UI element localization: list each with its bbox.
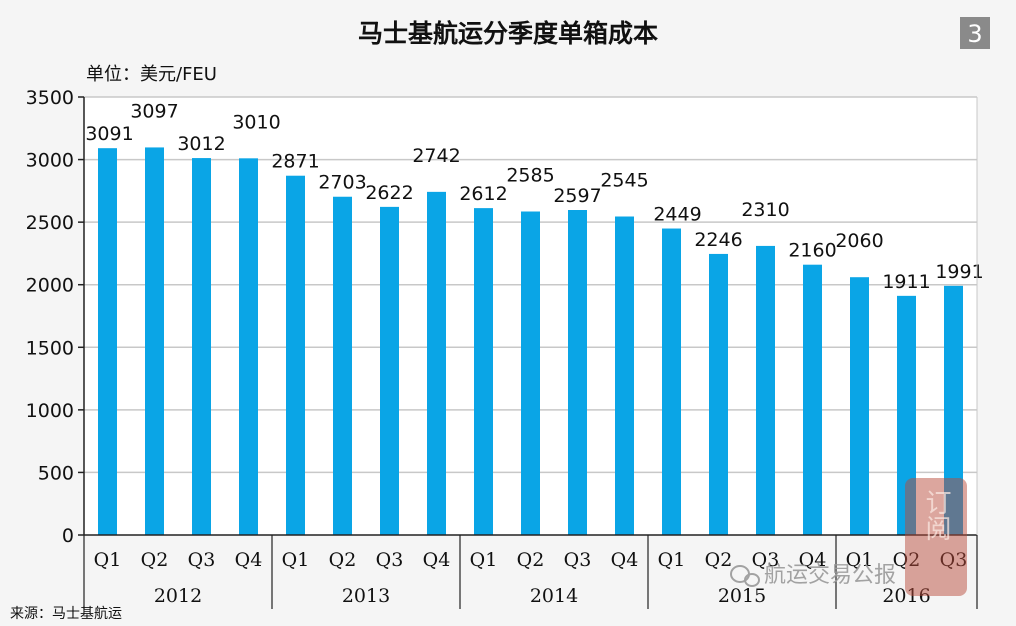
year-label: 2013 (342, 585, 390, 607)
x-tick-label: Q2 (517, 549, 545, 571)
data-label: 2742 (412, 145, 460, 167)
watermark-text: 航运交易公报 (764, 563, 896, 588)
y-tick-label: 500 (38, 462, 74, 484)
x-tick-label: Q4 (799, 549, 827, 571)
data-label: 1991 (935, 261, 983, 283)
seal-text: 订阅 (921, 489, 951, 541)
y-tick-label: 1500 (26, 337, 74, 359)
bar (98, 148, 117, 536)
bars (98, 147, 963, 536)
y-tick-label: 0 (62, 525, 74, 547)
source-note: 来源：马士基航运 (10, 605, 122, 622)
bar (756, 245, 775, 536)
x-tick-label: Q2 (141, 549, 169, 571)
x-tick-label: Q2 (705, 549, 733, 571)
bar (239, 158, 258, 535)
data-label: 2060 (835, 230, 883, 252)
data-label: 2622 (365, 182, 413, 204)
x-tick-label: Q3 (940, 549, 968, 571)
x-tick-label: Q1 (846, 549, 874, 571)
x-tick-label: Q4 (235, 549, 263, 571)
bar (333, 196, 352, 535)
x-tick-label: Q4 (423, 549, 451, 571)
x-tick-label: Q1 (94, 549, 122, 571)
y-tick-label: 3000 (26, 150, 74, 172)
data-label: 3010 (232, 111, 280, 133)
axes (78, 96, 978, 609)
bar (568, 210, 587, 535)
x-tick-label: Q3 (376, 549, 404, 571)
data-label: 2310 (741, 199, 789, 221)
data-label: 3012 (177, 133, 225, 155)
y-tick-label: 1000 (26, 400, 74, 422)
data-label: 2703 (318, 172, 366, 194)
data-label: 3091 (85, 123, 133, 145)
bar (615, 216, 634, 536)
x-tick-label: Q1 (470, 549, 498, 571)
bar (427, 191, 446, 536)
y-tick-label: 2000 (26, 275, 74, 297)
x-tick-label: Q3 (564, 549, 592, 571)
chart-badge: 3 (960, 17, 990, 49)
bar (474, 208, 493, 535)
bar (944, 285, 963, 535)
badge-number: 3 (967, 20, 982, 48)
bar (662, 228, 681, 535)
x-tick-label: Q3 (752, 549, 780, 571)
bar (192, 158, 211, 536)
x-tick-labels: Q1 Q2 Q3 Q4 Q1 Q2 Q3 Q4 Q1 Q2 Q3 Q4 Q1 Q2 Q3 Q4 Q1 Q2 Q3 (94, 549, 968, 571)
y-tick-label: 2500 (26, 212, 74, 234)
data-label: 2871 (271, 151, 319, 173)
bar (897, 295, 916, 535)
bar (803, 264, 822, 535)
year-label: 2014 (530, 585, 578, 607)
year-labels: 2012 2013 2014 2015 2016 (154, 585, 931, 607)
data-label: 3097 (130, 100, 178, 122)
y-tick-labels: 0 500 1000 1500 2000 2500 3000 3500 (26, 87, 74, 547)
data-label: 2545 (600, 170, 648, 192)
bar (850, 277, 869, 535)
seal-stamp: 订阅 (905, 478, 967, 596)
x-tick-label: Q3 (188, 549, 216, 571)
data-label: 1911 (882, 271, 930, 293)
data-label: 2449 (653, 204, 701, 226)
x-tick-label: Q4 (611, 549, 639, 571)
data-label: 2612 (459, 183, 507, 205)
bar (145, 147, 164, 536)
x-tick-label: Q1 (282, 549, 310, 571)
data-label: 2597 (553, 185, 601, 207)
y-tick-label: 3500 (26, 87, 74, 109)
bar (709, 253, 728, 535)
x-tick-label: Q1 (658, 549, 686, 571)
data-label: 2160 (788, 240, 836, 262)
x-tick-label: Q2 (329, 549, 357, 571)
x-tick-label: Q2 (893, 549, 921, 571)
badge-background (960, 17, 990, 49)
year-label: 2016 (882, 585, 930, 607)
chart-title: 马士基航运分季度单箱成本 (358, 19, 658, 48)
bar (521, 211, 540, 535)
data-label: 2585 (506, 165, 554, 187)
y-axis-unit-label: 单位：美元/FEU (86, 64, 217, 85)
wechat-icon (730, 565, 760, 587)
data-label: 2246 (694, 229, 742, 251)
year-label: 2012 (154, 585, 202, 607)
year-label: 2015 (718, 585, 766, 607)
watermark: 航运交易公报 订阅 (730, 478, 967, 596)
bar (286, 175, 305, 536)
bar (380, 206, 399, 535)
